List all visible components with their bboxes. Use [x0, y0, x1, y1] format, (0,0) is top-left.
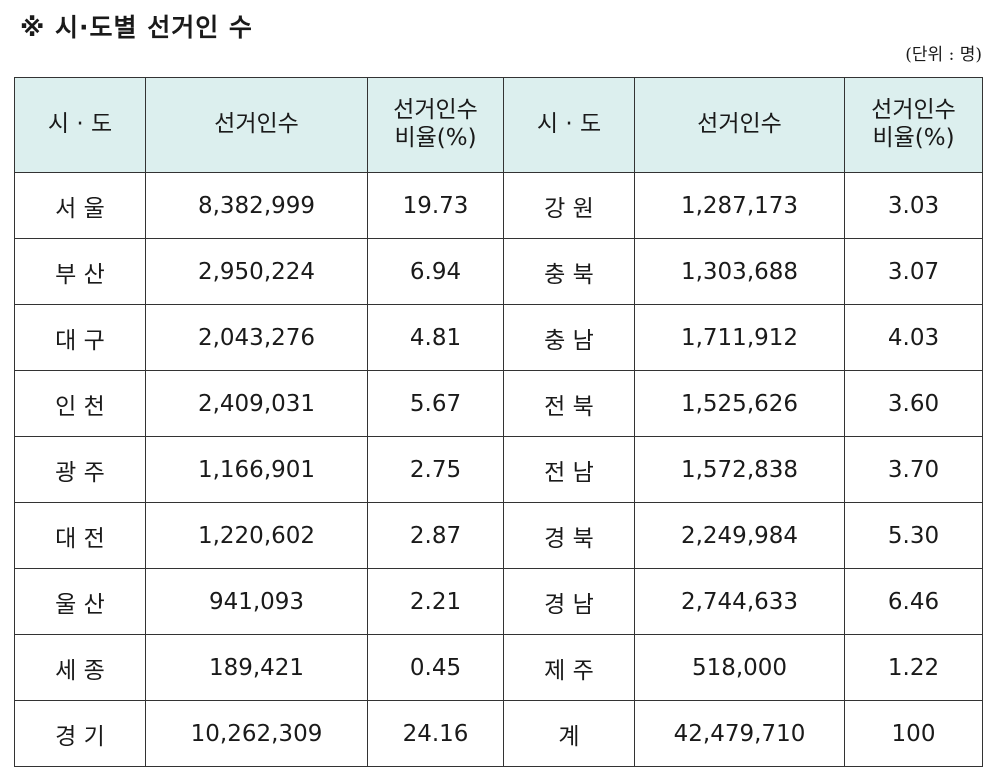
- region-cell: 인 천: [14, 370, 146, 437]
- ratio-cell: 2.21: [367, 568, 504, 635]
- header-region: 시 · 도: [503, 77, 635, 173]
- region-cell: 울 산: [14, 568, 146, 635]
- table-row: 경 기 10,262,309 24.16 계 42,479,710 100: [14, 700, 983, 767]
- region-cell: 서 울: [14, 172, 146, 239]
- voters-cell: 189,421: [145, 634, 368, 701]
- ratio-cell: 3.03: [844, 172, 983, 239]
- region-cell: 전 남: [503, 436, 635, 503]
- header-voters: 선거인수: [634, 77, 845, 173]
- voters-table: 시 · 도 선거인수 선거인수 비율(%) 시 · 도 선거인수 선거인수 비율…: [14, 77, 983, 767]
- total-ratio-cell: 100: [844, 700, 983, 767]
- ratio-cell: 5.67: [367, 370, 504, 437]
- table-row: 서 울 8,382,999 19.73 강 원 1,287,173 3.03: [14, 172, 983, 239]
- ratio-cell: 19.73: [367, 172, 504, 239]
- region-cell: 경 기: [14, 700, 146, 767]
- ratio-cell: 6.94: [367, 238, 504, 305]
- header-voters: 선거인수: [145, 77, 368, 173]
- voters-cell: 2,744,633: [634, 568, 845, 635]
- unit-note: (단위 : 명): [905, 45, 982, 65]
- table-row: 인 천 2,409,031 5.67 전 북 1,525,626 3.60: [14, 370, 983, 437]
- region-cell: 경 북: [503, 502, 635, 569]
- table-row: 부 산 2,950,224 6.94 충 북 1,303,688 3.07: [14, 238, 983, 305]
- ratio-cell: 6.46: [844, 568, 983, 635]
- region-cell: 세 종: [14, 634, 146, 701]
- voters-cell: 8,382,999: [145, 172, 368, 239]
- ratio-cell: 2.87: [367, 502, 504, 569]
- ratio-cell: 0.45: [367, 634, 504, 701]
- page-title: ※ 시·도별 선거인 수: [20, 13, 253, 42]
- voters-cell: 518,000: [634, 634, 845, 701]
- header-ratio: 선거인수 비율(%): [367, 77, 504, 173]
- table-row: 세 종 189,421 0.45 제 주 518,000 1.22: [14, 634, 983, 701]
- table-row: 울 산 941,093 2.21 경 남 2,744,633 6.46: [14, 568, 983, 635]
- voters-cell: 2,043,276: [145, 304, 368, 371]
- header-row: 시 · 도 선거인수 선거인수 비율(%) 시 · 도 선거인수 선거인수 비율…: [14, 77, 983, 173]
- region-cell: 대 구: [14, 304, 146, 371]
- region-cell: 대 전: [14, 502, 146, 569]
- region-cell: 광 주: [14, 436, 146, 503]
- voters-cell: 2,950,224: [145, 238, 368, 305]
- voters-cell: 1,711,912: [634, 304, 845, 371]
- ratio-cell: 5.30: [844, 502, 983, 569]
- region-cell: 강 원: [503, 172, 635, 239]
- total-voters-cell: 42,479,710: [634, 700, 845, 767]
- table-row: 광 주 1,166,901 2.75 전 남 1,572,838 3.70: [14, 436, 983, 503]
- voters-cell: 1,572,838: [634, 436, 845, 503]
- ratio-cell: 4.81: [367, 304, 504, 371]
- voters-cell: 1,525,626: [634, 370, 845, 437]
- ratio-cell: 2.75: [367, 436, 504, 503]
- header-ratio: 선거인수 비율(%): [844, 77, 983, 173]
- region-cell: 전 북: [503, 370, 635, 437]
- ratio-cell: 4.03: [844, 304, 983, 371]
- voters-cell: 2,409,031: [145, 370, 368, 437]
- voters-cell: 10,262,309: [145, 700, 368, 767]
- total-label-cell: 계: [503, 700, 635, 767]
- region-cell: 충 남: [503, 304, 635, 371]
- table-row: 대 구 2,043,276 4.81 충 남 1,711,912 4.03: [14, 304, 983, 371]
- ratio-cell: 24.16: [367, 700, 504, 767]
- ratio-cell: 3.70: [844, 436, 983, 503]
- region-cell: 충 북: [503, 238, 635, 305]
- ratio-cell: 3.07: [844, 238, 983, 305]
- region-cell: 경 남: [503, 568, 635, 635]
- voters-cell: 1,220,602: [145, 502, 368, 569]
- region-cell: 제 주: [503, 634, 635, 701]
- voters-cell: 941,093: [145, 568, 368, 635]
- voters-cell: 1,287,173: [634, 172, 845, 239]
- region-cell: 부 산: [14, 238, 146, 305]
- voters-cell: 1,303,688: [634, 238, 845, 305]
- voters-cell: 1,166,901: [145, 436, 368, 503]
- ratio-cell: 1.22: [844, 634, 983, 701]
- voters-cell: 2,249,984: [634, 502, 845, 569]
- ratio-cell: 3.60: [844, 370, 983, 437]
- header-region: 시 · 도: [14, 77, 146, 173]
- table-row: 대 전 1,220,602 2.87 경 북 2,249,984 5.30: [14, 502, 983, 569]
